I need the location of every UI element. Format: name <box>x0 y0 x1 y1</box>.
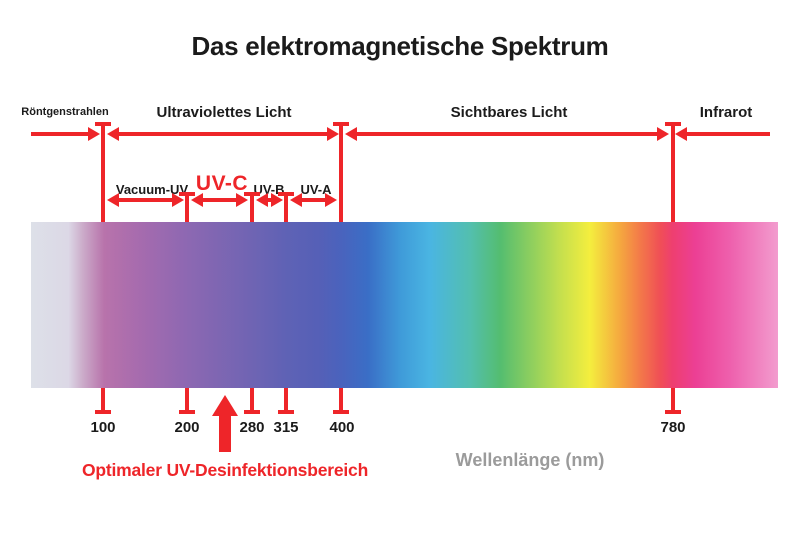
arrow-shaft <box>686 132 770 136</box>
tick-280nm: 280 <box>239 419 265 436</box>
infrared-range-arrow-icon <box>675 127 770 141</box>
label-infrared: Infrarot <box>699 104 753 121</box>
arrowhead-right-icon <box>236 193 248 207</box>
arrow-shaft <box>118 198 173 202</box>
tick-100nm: 100 <box>90 419 116 436</box>
label-uv-c: UV-C <box>195 172 249 195</box>
arrowhead-right-icon <box>88 127 100 141</box>
wavelength-axis-label: Wellenlänge (nm) <box>455 450 605 470</box>
arrow-shaft <box>202 198 237 202</box>
page-title: Das elektromagnetische Spektrum <box>191 31 609 61</box>
label-ultraviolet: Ultraviolettes Licht <box>156 104 292 121</box>
tick-780nm: 780 <box>660 419 686 436</box>
line-cap <box>333 122 349 126</box>
arrowhead-left-icon <box>107 127 119 141</box>
spectrum-gradient-bar <box>31 222 778 388</box>
line-cap <box>278 410 294 414</box>
line-cap <box>278 192 294 196</box>
uv-c-range-arrow-icon <box>191 193 248 207</box>
line-cap <box>665 122 681 126</box>
visible-range-arrow-icon <box>345 127 669 141</box>
label-uv-a: UV-A <box>300 182 332 197</box>
uv-range-arrow-icon <box>107 127 339 141</box>
uv-b-range-arrow-icon <box>256 193 283 207</box>
line-cap <box>244 192 260 196</box>
line-cap <box>244 410 260 414</box>
label-xray: Röntgenstrahlen <box>21 106 109 118</box>
arrow-shaft <box>301 198 326 202</box>
xray-range-arrow-icon <box>31 127 100 141</box>
up-arrow-shaft <box>219 415 231 452</box>
arrow-shaft <box>267 198 272 202</box>
tick-315nm: 315 <box>273 419 299 436</box>
tick-400nm: 400 <box>329 419 355 436</box>
line-cap <box>179 192 195 196</box>
arrowhead-left-icon <box>107 193 119 207</box>
line-cap <box>95 122 111 126</box>
arrow-shaft <box>118 132 328 136</box>
arrowhead-left-icon <box>290 193 302 207</box>
arrow-shaft <box>356 132 658 136</box>
up-arrow-icon <box>212 395 238 416</box>
arrowhead-right-icon <box>657 127 669 141</box>
tick-200nm: 200 <box>174 419 200 436</box>
arrowhead-right-icon <box>327 127 339 141</box>
line-cap <box>333 410 349 414</box>
line-cap <box>95 410 111 414</box>
arrowhead-right-icon <box>271 193 283 207</box>
label-visible-light: Sichtbares Licht <box>450 104 568 121</box>
arrowhead-left-icon <box>191 193 203 207</box>
vacuum-uv-range-arrow-icon <box>107 193 184 207</box>
arrowhead-right-icon <box>325 193 337 207</box>
uv-a-range-arrow-icon <box>290 193 337 207</box>
disinfection-range-annotation: Optimaler UV-Desinfektionsbereich <box>81 460 369 480</box>
arrow-shaft <box>31 132 89 136</box>
arrowhead-left-icon <box>256 193 268 207</box>
arrowhead-left-icon <box>675 127 687 141</box>
line-cap <box>665 410 681 414</box>
label-vacuum-uv: Vacuum-UV <box>115 182 189 197</box>
line-cap <box>179 410 195 414</box>
arrowhead-left-icon <box>345 127 357 141</box>
arrowhead-right-icon <box>172 193 184 207</box>
